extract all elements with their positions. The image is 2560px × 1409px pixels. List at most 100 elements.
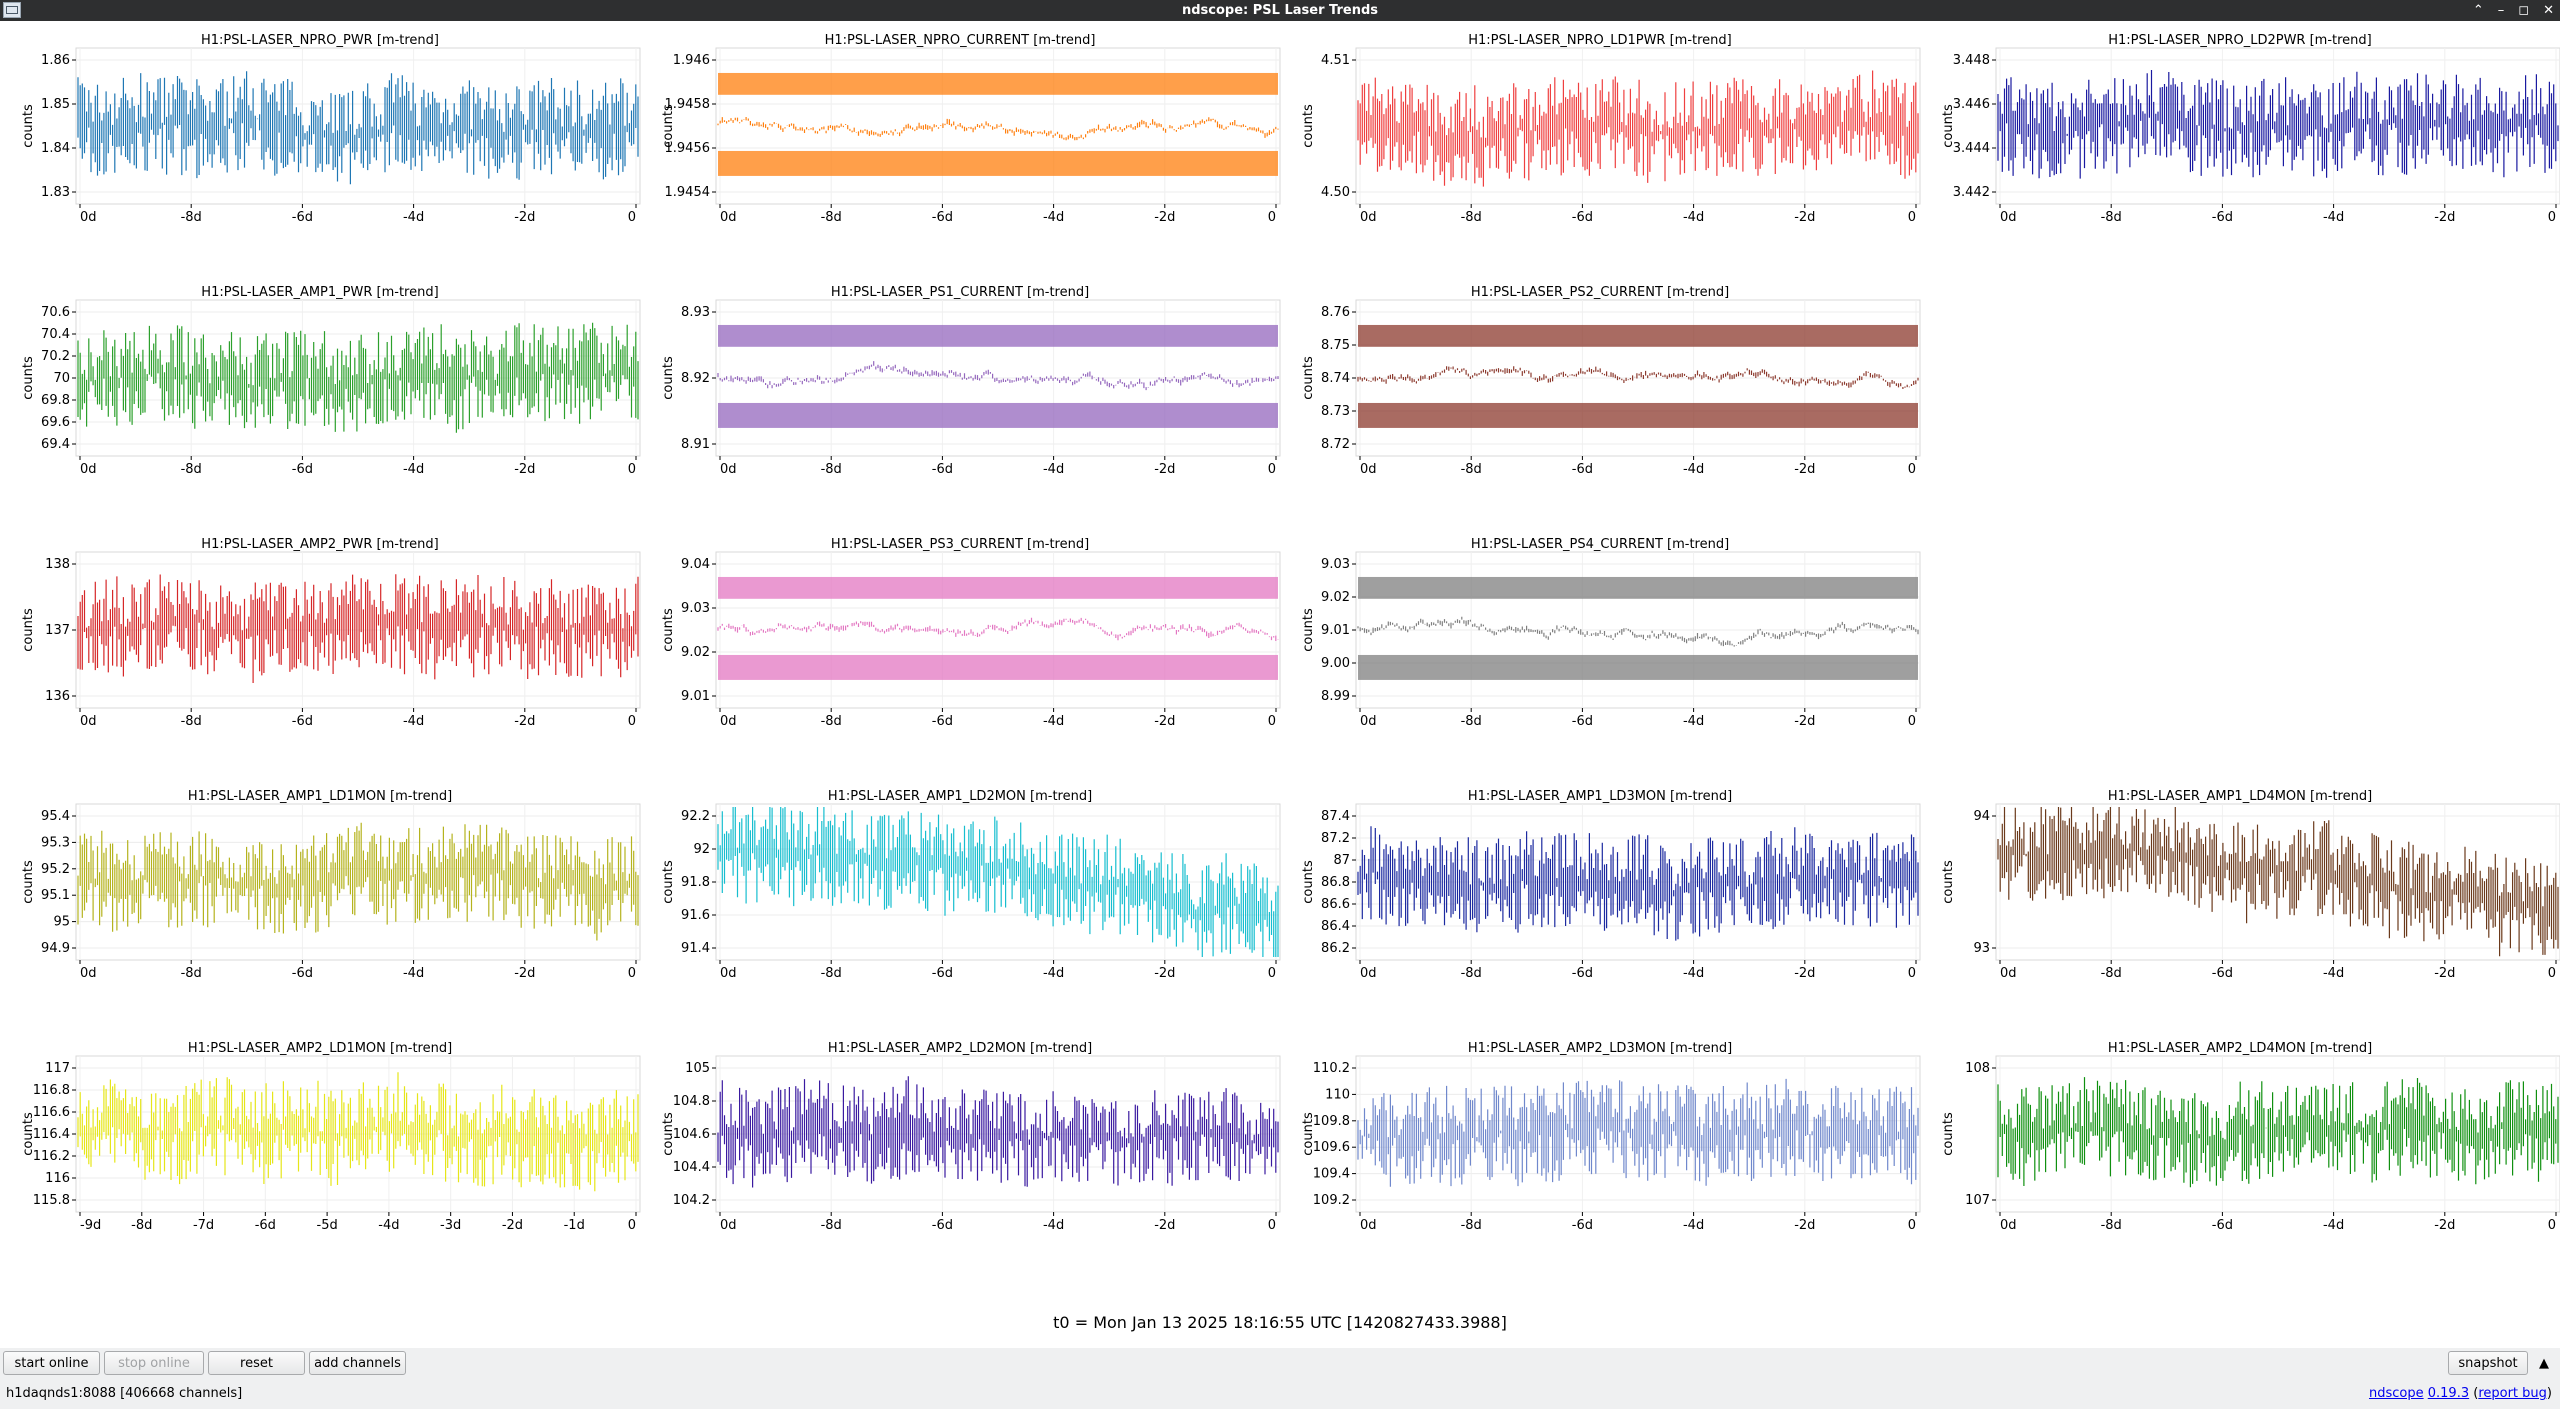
plot-area[interactable] [75, 803, 641, 961]
report-bug-link[interactable]: report bug [2478, 1386, 2547, 1401]
x-tick-label: -2d [1154, 462, 1175, 477]
stop-online-label: stop online [118, 1355, 190, 1371]
y-tick-label: 117 [45, 1061, 70, 1076]
expand-up-icon[interactable]: ▲ [2539, 1355, 2549, 1371]
plot-area[interactable] [1355, 1055, 1921, 1213]
plot-panel[interactable]: H1:PSL-LASER_NPRO_PWR [m-trend] 1.86 1.85 1… [21, 33, 641, 225]
y-tick-label: 1.85 [41, 97, 70, 112]
reset-button[interactable]: reset [208, 1351, 305, 1375]
maximize-icon[interactable]: ◻ [2518, 3, 2530, 18]
y-tick-label: 86.2 [1321, 941, 1350, 956]
x-tick-label: 0d [720, 1218, 737, 1233]
add-channels-button[interactable]: add channels [309, 1351, 406, 1375]
close-icon[interactable]: ✕ [2543, 3, 2554, 18]
snapshot-button[interactable]: snapshot [2448, 1351, 2528, 1375]
app-name-link[interactable]: ndscope [2368, 1386, 2424, 1401]
plot-panel[interactable]: H1:PSL-LASER_AMP1_LD1MON [m-trend] 95.4 95… [21, 789, 641, 981]
y-axis-label: counts [661, 356, 676, 400]
x-tick-label: 0 [2548, 210, 2556, 225]
plot-title: H1:PSL-LASER_AMP1_LD4MON [m-trend] [2108, 789, 2372, 804]
plot-panel[interactable]: H1:PSL-LASER_AMP2_LD3MON [m-trend] 110.2 1… [1301, 1041, 1921, 1233]
y-tick-label: 3.448 [1953, 53, 1990, 68]
x-tick-label: 0 [628, 1218, 636, 1233]
version-link[interactable]: 0.19.3 [2427, 1386, 2470, 1401]
y-axis-label: counts [661, 860, 676, 904]
y-tick-label: 3.444 [1953, 141, 1990, 156]
plot-trace [1357, 1078, 1919, 1187]
y-tick-label: 1.9458 [665, 97, 711, 112]
toolbar: start online stop online reset add chann… [0, 1348, 2560, 1378]
x-tick-label: -8d [2101, 1218, 2122, 1233]
plot-panel[interactable]: H1:PSL-LASER_AMP2_LD4MON [m-trend] 108 107… [1941, 1041, 2560, 1233]
x-tick-label: 0d [2000, 1218, 2017, 1233]
plot-title: H1:PSL-LASER_AMP2_LD1MON [m-trend] [188, 1041, 452, 1056]
plot-panel[interactable]: H1:PSL-LASER_AMP1_LD2MON [m-trend] 92.2 92… [661, 789, 1281, 981]
y-tick-label: 94.9 [41, 941, 70, 956]
x-tick-label: -4d [1683, 714, 1704, 729]
plot-title: H1:PSL-LASER_NPRO_LD2PWR [m-trend] [2108, 33, 2372, 48]
x-tick-label: -4d [1043, 966, 1064, 981]
chevron-up-icon[interactable]: ⌃ [2472, 3, 2484, 18]
x-tick-label: -6d [2212, 210, 2233, 225]
plot-area[interactable] [1995, 47, 2560, 205]
plot-title: H1:PSL-LASER_PS4_CURRENT [m-trend] [1471, 537, 1729, 552]
y-tick-label: 109.2 [1313, 1193, 1350, 1208]
plot-trace [717, 617, 1279, 641]
y-tick-label: 94 [1973, 809, 1990, 824]
plot-panel[interactable]: H1:PSL-LASER_NPRO_CURRENT [m-trend] 1.946… [661, 33, 1281, 225]
x-tick-label: -6d [1572, 714, 1593, 729]
y-axis-label: counts [1301, 104, 1316, 148]
x-tick-label: 0 [2548, 1218, 2556, 1233]
plot-area[interactable] [75, 47, 641, 205]
plot-area[interactable] [1995, 803, 2560, 961]
plot-panel[interactable]: H1:PSL-LASER_AMP2_LD2MON [m-trend] 105 104… [661, 1041, 1281, 1233]
y-tick-label: 70 [53, 371, 70, 386]
plot-area[interactable] [1995, 1055, 2560, 1213]
y-tick-label: 92.2 [681, 809, 710, 824]
x-tick-label: 0d [720, 462, 737, 477]
start-online-button[interactable]: start online [3, 1351, 100, 1375]
plot-panel[interactable]: H1:PSL-LASER_AMP2_LD1MON [m-trend] 117 116… [21, 1041, 641, 1233]
plot-trace [717, 117, 1279, 141]
x-tick-label: -4d [1683, 462, 1704, 477]
plot-title: H1:PSL-LASER_AMP1_PWR [m-trend] [201, 285, 438, 300]
y-tick-label: 4.50 [1321, 185, 1350, 200]
y-tick-label: 8.91 [681, 437, 710, 452]
y-tick-label: 87.2 [1321, 831, 1350, 846]
x-tick-label: -4d [1683, 1218, 1704, 1233]
y-axis-label: counts [661, 1112, 676, 1156]
y-tick-label: 104.2 [673, 1193, 710, 1208]
plot-panel[interactable]: H1:PSL-LASER_AMP1_LD3MON [m-trend] 87.4 87… [1301, 789, 1921, 981]
y-tick-label: 8.74 [1321, 371, 1350, 386]
y-axis-label: counts [1301, 1112, 1316, 1156]
plot-panel[interactable]: H1:PSL-LASER_PS2_CURRENT [m-trend] 8.76 8.… [1301, 285, 1921, 477]
x-tick-label: -2d [1154, 210, 1175, 225]
app-icon [3, 2, 21, 18]
x-tick-label: -6d [932, 966, 953, 981]
y-tick-label: 116.2 [33, 1149, 70, 1164]
x-tick-label: -4d [403, 210, 424, 225]
minimize-icon[interactable]: – [2497, 3, 2505, 18]
plot-trace [1357, 616, 1919, 647]
y-axis-label: counts [21, 356, 36, 400]
y-tick-label: 69.4 [41, 437, 70, 452]
plot-panel[interactable]: H1:PSL-LASER_AMP2_PWR [m-trend] 138 137 136… [21, 537, 641, 729]
y-tick-label: 87 [1333, 853, 1350, 868]
plot-panel[interactable]: H1:PSL-LASER_AMP1_PWR [m-trend] 70.6 70.4 7… [21, 285, 641, 477]
x-tick-label: -4d [403, 966, 424, 981]
plot-panel[interactable]: H1:PSL-LASER_NPRO_LD1PWR [m-trend] 4.51 4.… [1301, 33, 1921, 225]
reset-label: reset [240, 1355, 273, 1371]
trace-band-upper [1358, 324, 1918, 347]
x-tick-label: -6d [1572, 210, 1593, 225]
plot-panel[interactable]: H1:PSL-LASER_PS4_CURRENT [m-trend] 9.03 9.… [1301, 537, 1921, 729]
plot-panel[interactable]: H1:PSL-LASER_PS3_CURRENT [m-trend] 9.04 9.… [661, 537, 1281, 729]
x-tick-label: 0d [80, 966, 97, 981]
plot-trace [717, 361, 1279, 391]
x-tick-label: -6d [1572, 462, 1593, 477]
plot-panel[interactable]: H1:PSL-LASER_AMP1_LD4MON [m-trend] 94 93 co… [1941, 789, 2560, 981]
plot-panel[interactable]: H1:PSL-LASER_NPRO_LD2PWR [m-trend] 3.448 3… [1941, 33, 2560, 225]
plot-panel[interactable]: H1:PSL-LASER_PS1_CURRENT [m-trend] 8.93 8.… [661, 285, 1281, 477]
plot-area[interactable] [1355, 47, 1921, 205]
x-tick-label: 0d [1360, 462, 1377, 477]
x-tick-label: -2d [1794, 462, 1815, 477]
